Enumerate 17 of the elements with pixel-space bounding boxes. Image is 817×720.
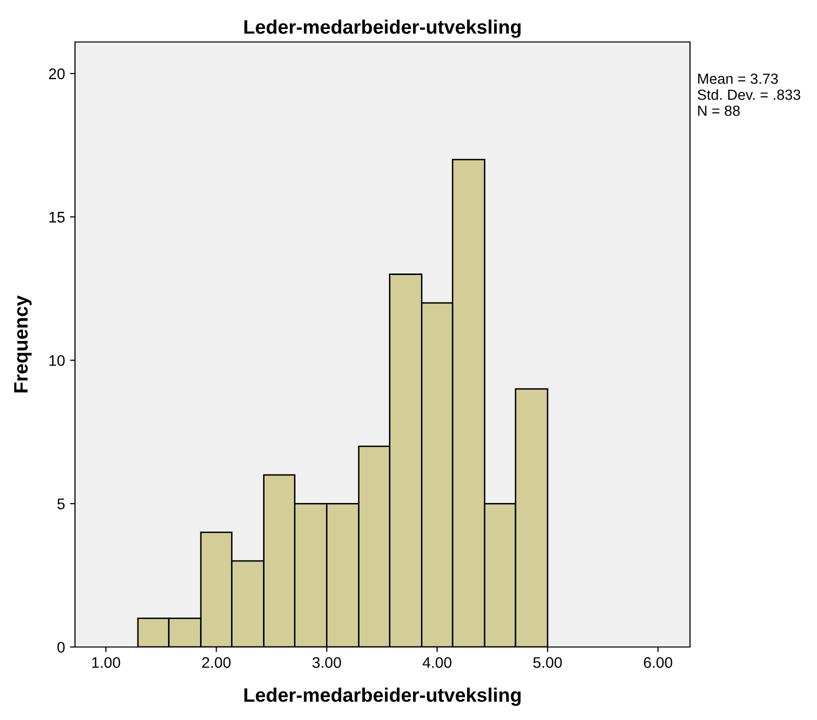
chart-title: Leder-medarbeider-utveksling — [244, 20, 521, 38]
x-tick-label: 1.00 — [92, 657, 120, 668]
x-tick-label: 4.00 — [422, 657, 452, 668]
y-tick-label: 15 — [49, 212, 65, 223]
y-tick-label: 0 — [57, 642, 65, 653]
x-tick-label: 3.00 — [312, 657, 342, 668]
x-tick-label: 6.00 — [644, 657, 672, 668]
text: Std. Dev. = .833 — [698, 89, 800, 100]
x-tick-label: 5.00 — [533, 657, 562, 668]
text: Mean = 3.73 — [698, 74, 778, 84]
y-axis-title: Frequency — [14, 295, 32, 392]
x-tick-label: 2.00 — [202, 657, 231, 668]
y-tick-label: 5 — [57, 498, 65, 510]
text: N = 88 — [698, 106, 740, 116]
x-axis-title: Leder-medarbeider-utveksling — [244, 688, 521, 706]
y-tick-label: 10 — [49, 355, 65, 366]
y-tick-label: 20 — [49, 68, 65, 80]
